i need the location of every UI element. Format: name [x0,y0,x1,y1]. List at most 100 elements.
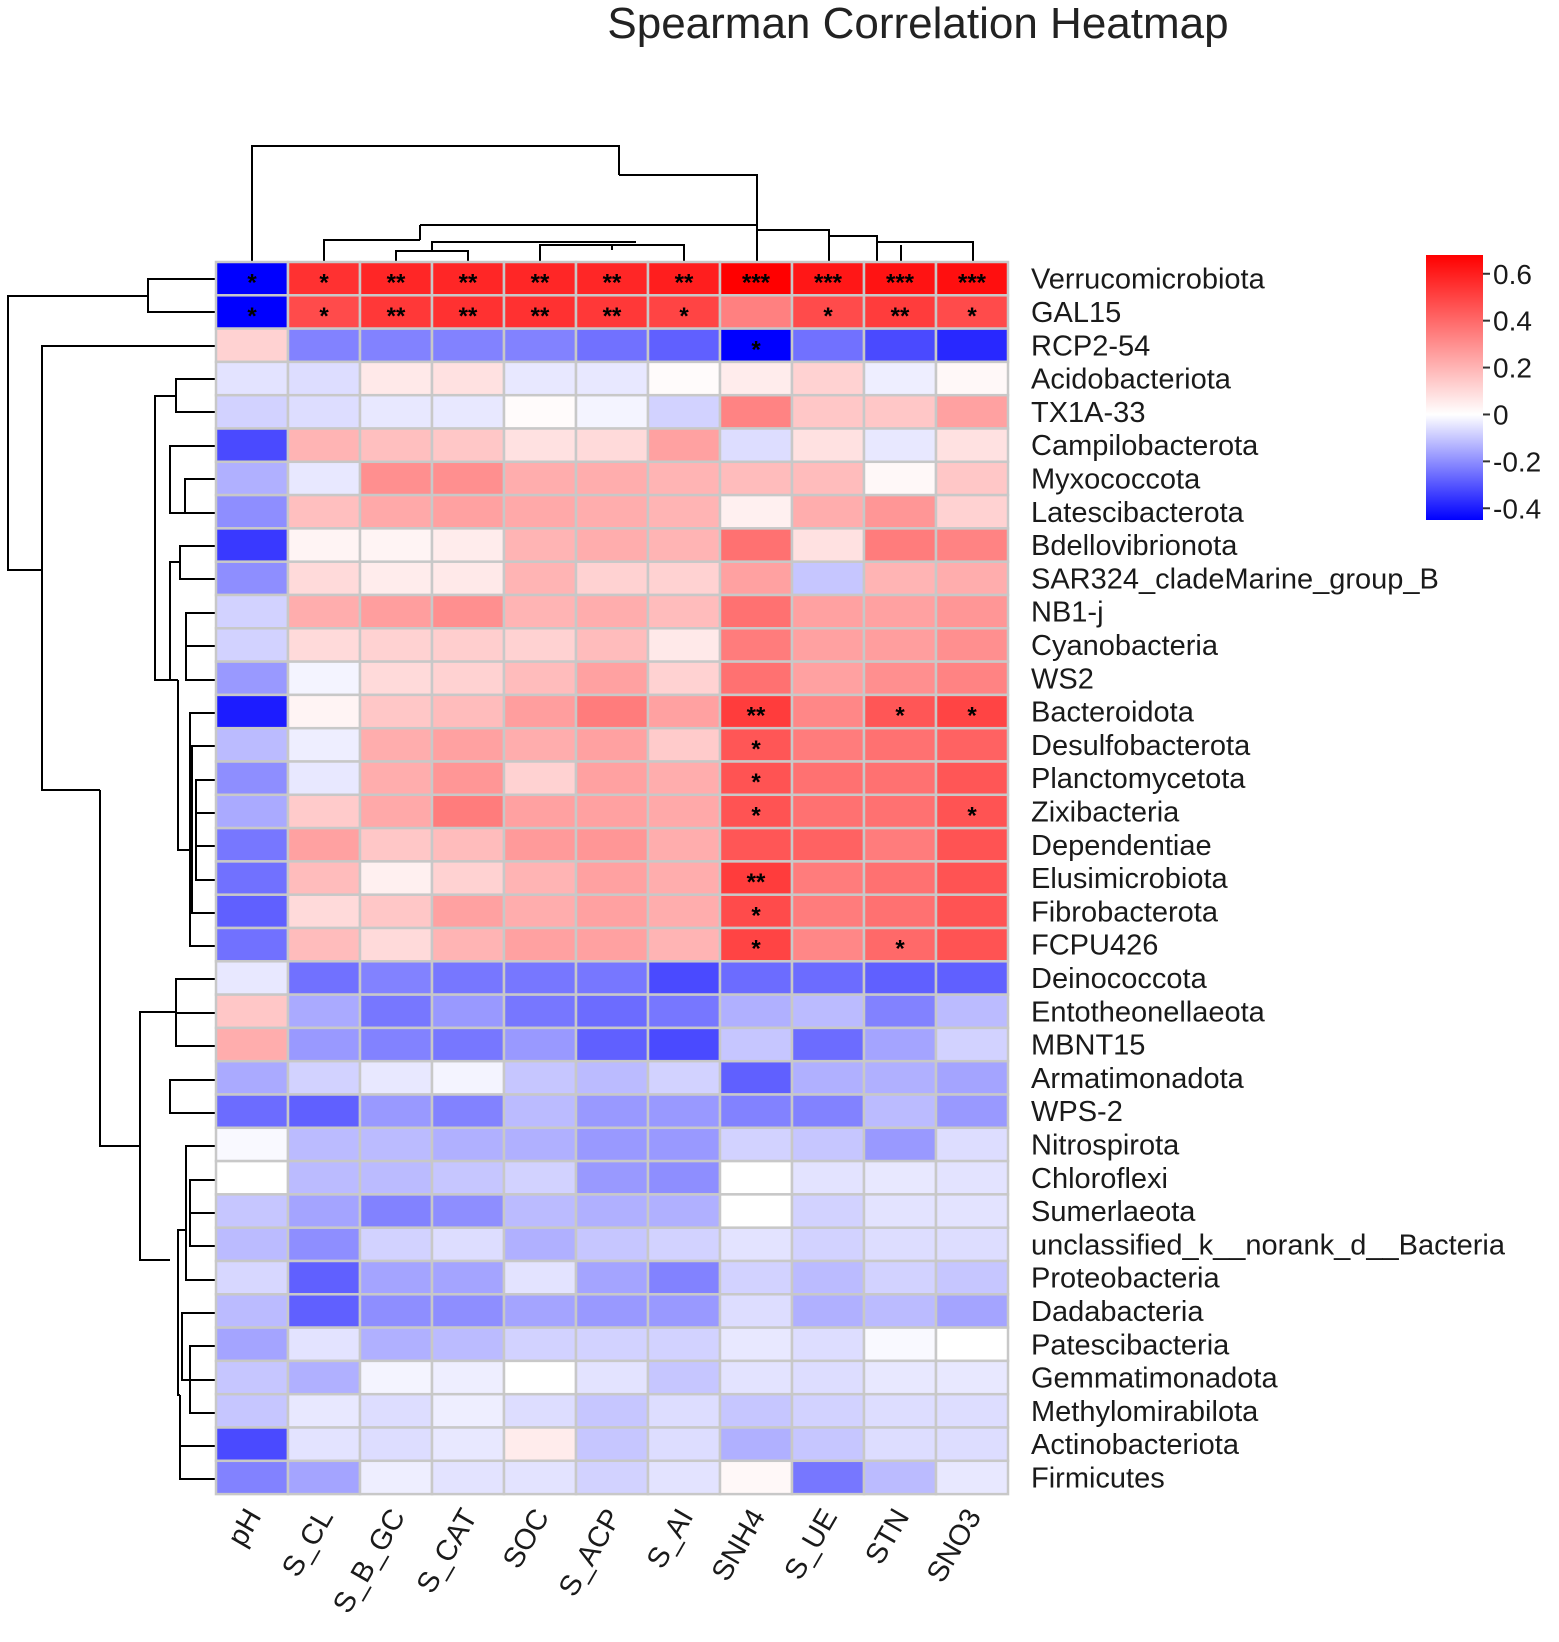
heatmap-cell [502,860,578,896]
heatmap-cells [214,260,1010,1496]
significance-mark: * [751,802,761,829]
heatmap-cell [286,1126,362,1163]
heatmap-cell [574,527,650,563]
row-label: Myxococcota [1031,463,1201,495]
heatmap-cell [358,893,434,930]
heatmap-cell [358,1093,434,1130]
heatmap-cell [214,1326,290,1363]
heatmap-cell [430,1126,506,1163]
heatmap-cell [646,760,722,797]
heatmap-cell [646,1093,722,1130]
heatmap-cell [502,926,578,963]
heatmap-cell [934,1359,1010,1396]
heatmap-cell [502,1326,578,1363]
row-dendro-branch [147,278,216,313]
heatmap-cell [430,960,506,996]
heatmap-cell [862,393,938,430]
heatmap-cell [430,493,506,530]
heatmap-cell [790,993,866,1030]
heatmap-cell [430,760,506,797]
heatmap-cell [214,294,290,330]
heatmap-cell [502,793,578,830]
heatmap-cell [934,893,1010,930]
heatmap-cell [430,726,506,763]
heatmap-cell [286,693,362,730]
heatmap-cell [934,1159,1010,1196]
heatmap-cell [286,1359,362,1396]
heatmap-cell [790,893,866,930]
heatmap-cell [286,1193,362,1229]
heatmap-cell [286,460,362,497]
heatmap-cell [286,1059,362,1096]
heatmap-cell [718,360,794,397]
heatmap-cell [502,1459,578,1496]
heatmap-cell [286,593,362,630]
heatmap-cell [430,1359,506,1396]
heatmap-cell [646,1026,722,1063]
heatmap-cell [358,1392,434,1429]
heatmap-cell [646,427,722,464]
heatmap-cell [358,726,434,763]
colorbar-tick-label: -0.2 [1493,446,1541,477]
significance-mark: * [247,270,257,297]
heatmap-cell [214,593,290,630]
heatmap-cell [430,1093,506,1130]
heatmap-cell [214,926,290,963]
heatmap-cell [790,760,866,797]
colorbar-tick-label: 0 [1493,399,1509,430]
row-label: TX1A-33 [1031,397,1145,429]
significance-mark: *** [886,270,915,297]
heatmap-cell [862,593,938,630]
col-dendro-branch [395,250,469,262]
column-label: SNO3 [921,1504,988,1588]
heatmap-cell [934,1193,1010,1229]
row-label: Cyanobacteria [1031,630,1219,662]
column-label: SOC [497,1504,556,1574]
heatmap-cell [862,1126,938,1163]
heatmap-cell [430,1259,506,1296]
significance-mark: *** [958,270,987,297]
heatmap-cell [502,960,578,996]
significance-mark: ** [603,303,622,330]
heatmap-cell [358,1226,434,1263]
row-dendro-branch [179,545,216,580]
heatmap-cell [430,393,506,430]
heatmap-cell [214,360,290,397]
heatmap-cell [358,1059,434,1096]
heatmap-cell [286,793,362,830]
heatmap-cell [214,560,290,597]
heatmap-cell [286,893,362,930]
heatmap-cell [790,1193,866,1229]
significance-mark: * [967,802,977,829]
heatmap-cell [502,1026,578,1063]
heatmap-cell [430,527,506,563]
heatmap-cell [862,826,938,863]
heatmap-cell [502,1259,578,1296]
heatmap-cell [718,1293,794,1329]
heatmap-cell [214,527,290,563]
heatmap-cell [862,893,938,930]
heatmap-cell [358,960,434,996]
column-label: S_ACP [553,1504,628,1602]
heatmap-cell [358,393,434,430]
heatmap-cell [214,1226,290,1263]
heatmap-cell [574,926,650,963]
heatmap-cell [646,1326,722,1363]
heatmap-cell [718,1059,794,1096]
col-dendro-branch [431,241,636,251]
row-label: Methylomirabilota [1031,1396,1259,1428]
heatmap-cell [718,993,794,1030]
heatmap-cell [430,926,506,963]
heatmap-cell [358,993,434,1030]
heatmap-cell [718,1459,794,1496]
heatmap-cell [646,893,722,930]
heatmap-cell [790,1093,866,1130]
heatmap-cell [646,993,722,1030]
heatmap-cell [214,693,290,730]
colorbar-tick-label: 0.2 [1493,353,1532,384]
heatmap-cell [214,1059,290,1096]
heatmap-cell [574,260,650,297]
heatmap-cell [862,527,938,563]
heatmap-cell [430,1326,506,1363]
heatmap-cell [214,1459,290,1496]
